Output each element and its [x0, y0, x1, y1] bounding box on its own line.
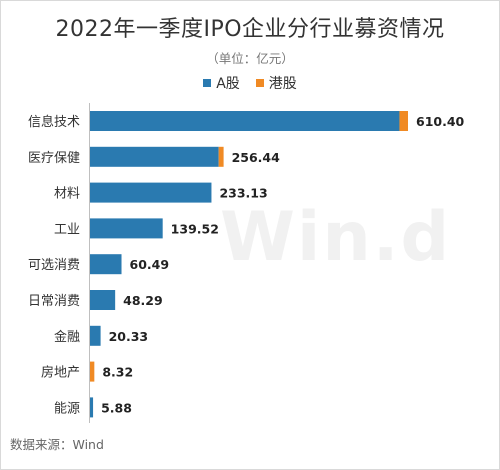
chart-title: 2022年一季度IPO企业分行业募资情况	[55, 17, 445, 42]
legend-swatch-a-share	[203, 79, 212, 87]
bar-total-label: 610.40	[416, 114, 465, 129]
category-label: 信息技术	[28, 114, 80, 130]
bar-a-share	[90, 111, 400, 131]
bar-a-share	[90, 290, 116, 310]
category-label: 日常消费	[28, 294, 80, 309]
legend-label-a-share: A股	[216, 76, 240, 92]
bar-a-share	[90, 182, 212, 203]
legend-item-hk-share: 港股	[255, 73, 297, 93]
bar-total-label: 233.13	[219, 186, 267, 201]
bar-total-label: 48.29	[123, 293, 163, 308]
legend-label-hk-share: 港股	[268, 76, 297, 92]
bar-hk-share	[218, 146, 224, 167]
bar-total-label: 256.44	[232, 150, 281, 165]
category-label: 房地产	[41, 365, 80, 381]
bar-a-share	[90, 254, 122, 275]
legend-item-a-share: A股	[203, 73, 240, 93]
bar-total-label: 5.88	[101, 400, 132, 415]
bar-a-share	[90, 397, 94, 418]
bar-a-share	[90, 146, 219, 167]
chart-subtitle: （单位：亿元）	[206, 51, 294, 66]
bar-total-label: 8.32	[102, 365, 133, 380]
bar-hk-share	[399, 111, 408, 131]
wind-watermark: Win.d	[220, 198, 452, 277]
bar-a-share	[90, 325, 101, 346]
category-label: 工业	[54, 222, 80, 237]
category-label: 可选消费	[28, 258, 80, 273]
bar-total-label: 60.49	[130, 257, 170, 272]
category-label: 医疗保健	[28, 151, 80, 166]
bar-total-label: 139.52	[171, 221, 219, 236]
category-label: 能源	[54, 401, 80, 416]
legend-swatch-hk-share	[255, 79, 264, 87]
bar-total-label: 20.33	[109, 329, 149, 344]
category-label: 材料	[54, 187, 80, 202]
bar-a-share	[90, 218, 163, 239]
bar-hk-share	[90, 361, 95, 382]
chart-legend: A股 港股	[0, 73, 500, 93]
category-label: 金融	[54, 329, 80, 345]
data-source: 数据来源：Wind	[10, 437, 104, 452]
